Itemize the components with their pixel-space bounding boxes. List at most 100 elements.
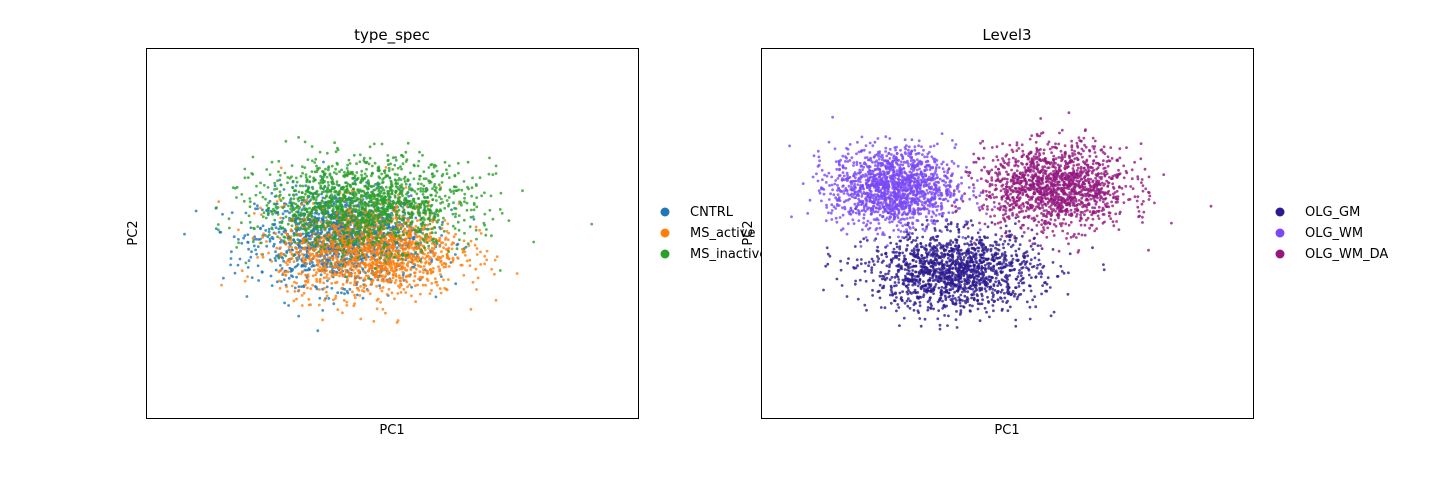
data-point bbox=[272, 242, 276, 246]
data-point bbox=[341, 215, 345, 219]
data-point bbox=[332, 265, 336, 269]
data-point bbox=[430, 258, 434, 262]
data-point bbox=[384, 222, 387, 225]
data-point bbox=[906, 304, 910, 308]
data-point bbox=[395, 246, 399, 250]
data-point bbox=[315, 271, 318, 274]
data-point bbox=[379, 196, 383, 199]
data-point bbox=[420, 200, 424, 203]
data-point bbox=[463, 253, 467, 257]
data-point bbox=[301, 252, 304, 256]
data-point bbox=[250, 250, 253, 254]
data-point bbox=[387, 190, 390, 194]
data-point bbox=[409, 266, 413, 270]
data-point bbox=[427, 255, 430, 258]
data-point bbox=[417, 213, 421, 217]
data-point bbox=[340, 168, 343, 172]
data-point bbox=[376, 219, 380, 223]
data-point bbox=[369, 241, 373, 244]
data-point bbox=[236, 263, 240, 267]
data-point bbox=[392, 273, 396, 277]
data-point bbox=[277, 270, 281, 274]
data-point bbox=[268, 173, 272, 177]
data-point bbox=[379, 186, 382, 190]
data-point bbox=[410, 214, 414, 217]
data-point bbox=[416, 283, 419, 287]
data-point bbox=[405, 268, 409, 272]
data-point bbox=[323, 298, 326, 302]
data-point bbox=[336, 308, 340, 311]
data-point bbox=[264, 216, 268, 220]
data-point bbox=[335, 237, 338, 241]
data-point bbox=[961, 290, 964, 294]
data-point bbox=[363, 247, 366, 251]
data-point bbox=[414, 256, 417, 260]
data-point bbox=[275, 187, 279, 191]
data-point bbox=[372, 256, 375, 260]
data-point bbox=[856, 264, 859, 267]
data-point bbox=[398, 257, 402, 261]
data-point bbox=[962, 274, 966, 278]
data-point bbox=[494, 172, 498, 175]
data-point bbox=[474, 183, 478, 186]
data-point bbox=[237, 238, 240, 241]
data-point bbox=[431, 198, 435, 202]
data-point bbox=[300, 191, 304, 195]
data-point bbox=[445, 230, 449, 233]
data-point bbox=[396, 200, 400, 203]
data-point bbox=[363, 283, 366, 287]
data-point bbox=[269, 274, 273, 278]
data-point bbox=[434, 239, 438, 243]
data-point bbox=[425, 232, 429, 236]
data-point bbox=[378, 176, 382, 180]
data-point bbox=[427, 244, 431, 248]
data-point bbox=[312, 256, 316, 260]
data-point bbox=[309, 212, 313, 216]
data-point bbox=[480, 194, 483, 198]
data-point bbox=[386, 217, 390, 221]
data-point bbox=[298, 217, 302, 221]
data-point bbox=[439, 259, 443, 263]
data-point bbox=[429, 193, 433, 197]
data-point bbox=[291, 268, 295, 271]
data-point bbox=[358, 294, 362, 297]
data-point bbox=[364, 224, 367, 228]
data-point bbox=[275, 246, 279, 250]
data-point bbox=[312, 249, 316, 253]
data-point bbox=[361, 267, 364, 271]
data-point bbox=[354, 266, 358, 270]
data-point bbox=[457, 171, 460, 175]
data-point bbox=[380, 210, 384, 214]
data-point bbox=[300, 304, 304, 307]
data-point bbox=[296, 216, 300, 220]
data-point bbox=[318, 296, 322, 300]
data-point bbox=[377, 261, 381, 265]
data-point bbox=[322, 160, 325, 164]
data-point bbox=[400, 257, 404, 261]
data-point bbox=[401, 210, 405, 214]
data-point bbox=[347, 247, 350, 251]
data-point bbox=[422, 177, 426, 181]
data-point bbox=[346, 222, 350, 225]
data-point bbox=[372, 319, 376, 323]
data-point bbox=[425, 187, 428, 190]
data-point bbox=[284, 270, 288, 274]
data-point bbox=[373, 240, 376, 244]
data-point bbox=[313, 237, 317, 240]
data-point bbox=[307, 248, 311, 252]
data-point bbox=[304, 264, 307, 268]
data-point bbox=[431, 187, 434, 191]
data-point bbox=[462, 273, 466, 277]
data-point bbox=[937, 309, 941, 312]
data-point bbox=[256, 264, 260, 268]
data-point bbox=[428, 218, 432, 222]
data-point bbox=[251, 155, 255, 159]
data-point bbox=[274, 194, 278, 198]
data-point bbox=[438, 287, 442, 290]
data-point bbox=[304, 176, 308, 179]
data-point bbox=[242, 199, 246, 203]
data-point bbox=[347, 211, 350, 215]
data-point bbox=[442, 246, 445, 250]
data-point bbox=[356, 256, 360, 260]
data-point bbox=[368, 248, 372, 251]
